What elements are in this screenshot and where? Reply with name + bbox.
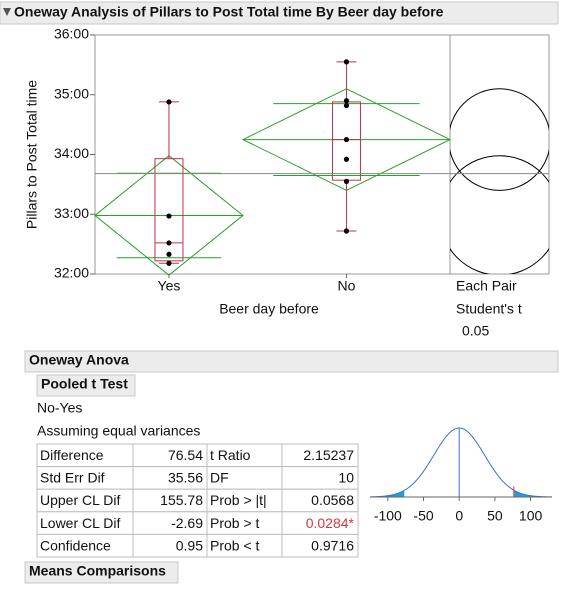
data-point [343, 228, 350, 234]
comparison-alpha: 0.05 [462, 323, 489, 339]
comparison-label: Each Pair [456, 278, 517, 294]
y-axis-label: Pillars to Post Total time [24, 80, 40, 229]
y-tick-label: 34:00 [54, 145, 89, 161]
table-value: 76.54 [168, 447, 203, 463]
table-label: Upper CL Dif [40, 492, 121, 508]
table-value: 0.0568 [311, 492, 354, 508]
y-tick-label: 33:00 [54, 205, 89, 221]
table-label: Prob > t [210, 515, 260, 531]
y-tick-label: 36:00 [54, 26, 89, 42]
data-point [343, 102, 350, 109]
comparison-circle [450, 88, 549, 191]
table-value: 2.15237 [303, 447, 354, 463]
data-point [166, 99, 172, 105]
tail-area [514, 490, 552, 497]
data-point [343, 59, 350, 65]
table-value: 155.78 [160, 492, 203, 508]
section-header[interactable] [24, 350, 559, 373]
data-point [343, 178, 350, 184]
x-tick-label: Yes [158, 278, 181, 294]
data-point [166, 240, 172, 246]
data-point [166, 251, 172, 257]
x-tick-label: -50 [413, 508, 433, 524]
data-point [343, 156, 350, 162]
data-point [166, 260, 172, 266]
table-label: Std Err Dif [40, 470, 105, 486]
table-label: t Ratio [210, 447, 251, 463]
report-header[interactable] [0, 1, 559, 25]
y-tick-label: 35:00 [54, 85, 89, 101]
disclosure-icon[interactable] [3, 8, 11, 16]
table-value: 35.56 [168, 470, 203, 486]
table-value: 0.95 [176, 537, 203, 553]
note: Assuming equal variances [37, 423, 200, 439]
table-label: Prob > |t| [210, 492, 267, 508]
data-point [166, 213, 172, 219]
x-tick-label: -100 [374, 508, 402, 524]
section-title: Oneway Anova [29, 352, 129, 368]
comparison-frame [449, 34, 550, 275]
comparison-test: Student's t [456, 301, 522, 317]
subsection-header[interactable] [36, 374, 136, 397]
table-label: DF [210, 470, 229, 486]
contrast: No-Yes [37, 400, 82, 416]
table-label: Prob < t [210, 537, 260, 553]
subsection-title: Pooled t Test [41, 376, 128, 392]
table-value: -2.69 [171, 515, 203, 531]
x-axis-label: Beer day before [219, 301, 319, 317]
data-point [343, 136, 350, 143]
density-curve [369, 427, 553, 498]
section-header[interactable] [24, 561, 179, 584]
report-title: Oneway Analysis of Pillars to Post Total… [14, 4, 444, 20]
table-value: 0.0284* [306, 515, 355, 531]
table-label: Confidence [40, 537, 111, 553]
table-value: 0.9716 [311, 537, 354, 553]
section-title: Means Comparisons [29, 563, 166, 579]
x-tick-label: 100 [519, 508, 543, 524]
table-value: 10 [338, 470, 354, 486]
table-label: Difference [40, 447, 104, 463]
comparison-circle [450, 155, 549, 274]
x-tick-label: No [338, 278, 356, 294]
x-tick-label: 0 [455, 508, 463, 524]
x-tick-label: 50 [487, 508, 503, 524]
y-tick-label: 32:00 [54, 265, 89, 281]
table-label: Lower CL Dif [40, 515, 121, 531]
table-cell [281, 533, 359, 558]
data-point [343, 98, 350, 104]
tail-area [370, 490, 405, 497]
